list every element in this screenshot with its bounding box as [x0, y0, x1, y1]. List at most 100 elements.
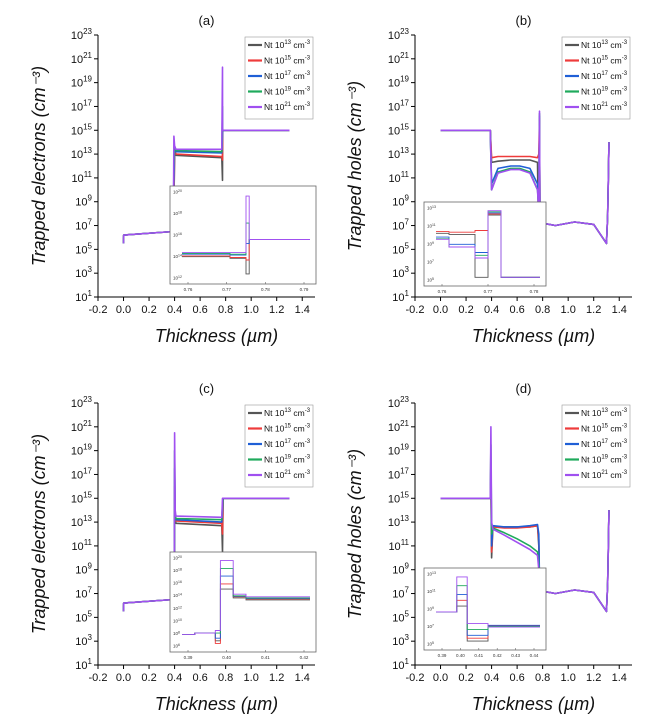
tick-base: 10: [75, 565, 87, 577]
y-tick-label: 1023: [71, 27, 93, 42]
inset-x-tick-label: 0.76: [438, 289, 447, 294]
legend-text-part: -3: [305, 102, 311, 108]
tick-exponent: 6: [178, 643, 180, 647]
y-tick-label: 1011: [388, 170, 409, 185]
y-tick-label: 1013: [71, 514, 93, 529]
panel-a: (a)-0.2 0.0 0.2 0.4 0.6 0.8 1.0 1.2 1.4101103105…: [29, 13, 317, 346]
tick-exponent: 21: [400, 51, 409, 60]
tick-exponent: 19: [83, 75, 92, 84]
x-tick-label: 1.0: [561, 672, 576, 684]
inset-x-tick-label: 0.39: [438, 653, 447, 658]
inset: 0.39 0.40 0.41 0.42 0.43 0.441051071091011101…: [423, 567, 547, 658]
tick-base: 10: [427, 242, 433, 247]
tick-base: 10: [388, 398, 400, 410]
legend-frame: [244, 36, 314, 120]
tick-base: 10: [427, 206, 433, 211]
y-tick-label: 1017: [71, 98, 93, 113]
legend-text-part: Nt 10: [581, 71, 602, 81]
y-tick-label: 1011: [388, 538, 409, 553]
tick-exponent: 12: [178, 605, 182, 609]
x-tick-label: 0.6: [192, 304, 207, 316]
x-axis-label: Thickness (µm): [472, 694, 595, 714]
legend-text-part: cm: [291, 439, 305, 449]
tick-exponent: 15: [83, 490, 92, 499]
tick-exponent: 9: [88, 562, 93, 571]
legend-text-part: Nt 10: [264, 408, 285, 418]
inset-x-tick-label: 0.76: [184, 287, 193, 292]
panel-b: (b)-0.2 0.0 0.2 0.4 0.6 0.8 1.0 1.2 1.4101103105…: [345, 13, 632, 346]
tick-exponent: 13: [432, 571, 436, 575]
panel-title: (d): [516, 381, 532, 396]
panel-d: (d)-0.2 0.0 0.2 0.4 0.6 0.8 1.0 1.2 1.4101103105…: [345, 381, 632, 714]
inset-y-tick-label: 1020: [173, 555, 182, 561]
tick-base: 10: [427, 624, 433, 629]
legend-entry-4: Nt 1019 cm-3: [581, 87, 628, 97]
tick-exponent: 5: [405, 241, 410, 250]
y-tick-label: 1017: [388, 98, 410, 113]
inset-y-tick-label: 109: [427, 606, 434, 612]
legend-text-part: -3: [622, 470, 628, 476]
tick-base: 10: [71, 78, 83, 90]
y-tick-label: 107: [392, 586, 409, 601]
legend-entry-3: Nt 1017 cm-3: [264, 439, 311, 449]
legend-text-part: Nt 10: [264, 40, 285, 50]
tick-exponent: 5: [88, 241, 93, 250]
legend-entry-2: Nt 1015 cm-3: [581, 56, 628, 66]
legend-entry-1: Nt 1013 cm-3: [264, 40, 311, 50]
inset-y-tick-label: 1011: [427, 589, 436, 595]
y-axis-label: Trapped holes (cm⁻³): [345, 81, 365, 251]
legend-entry-2: Nt 1015 cm-3: [264, 56, 311, 66]
tick-base: 10: [71, 541, 83, 553]
tick-base: 10: [173, 644, 179, 649]
legend-text-part: 15: [601, 424, 608, 430]
legend-text-part: cm: [608, 470, 622, 480]
y-tick-label: 105: [75, 609, 92, 624]
tick-exponent: 17: [83, 466, 92, 475]
y-tick-label: 101: [75, 657, 92, 672]
tick-exponent: 20: [178, 189, 182, 193]
tick-base: 10: [392, 292, 404, 304]
tick-exponent: 11: [401, 538, 410, 547]
legend-entry-3: Nt 1017 cm-3: [581, 71, 628, 81]
legend-text-part: cm: [291, 87, 305, 97]
tick-exponent: 23: [83, 27, 92, 36]
tick-exponent: 7: [432, 624, 434, 628]
legend: Nt 1013 cm-3Nt 1015 cm-3Nt 1017 cm-3Nt 1…: [244, 36, 314, 120]
tick-base: 10: [392, 589, 404, 601]
legend-text-part: 13: [284, 40, 291, 46]
tick-base: 10: [71, 149, 83, 161]
tick-exponent: 20: [178, 555, 182, 559]
tick-exponent: 19: [83, 443, 92, 452]
tick-exponent: 5: [432, 277, 434, 281]
tick-exponent: 8: [178, 630, 180, 634]
tick-exponent: 21: [400, 419, 409, 428]
legend-text-part: -3: [305, 71, 311, 77]
legend-text-part: cm: [608, 56, 622, 66]
x-tick-label: 1.0: [244, 304, 259, 316]
legend-text-part: -3: [622, 87, 628, 93]
tick-exponent: 23: [400, 27, 409, 36]
tick-base: 10: [392, 612, 404, 624]
y-tick-label: 1015: [388, 490, 410, 505]
x-tick-label: 0.4: [167, 304, 182, 316]
tick-base: 10: [71, 30, 83, 42]
x-tick-label: 0.0: [116, 304, 131, 316]
legend: Nt 1013 cm-3Nt 1015 cm-3Nt 1017 cm-3Nt 1…: [561, 36, 631, 120]
y-tick-label: 105: [75, 241, 92, 256]
tick-exponent: 9: [432, 606, 434, 610]
inset-y-tick-label: 107: [427, 624, 434, 630]
tick-base: 10: [71, 493, 83, 505]
x-tick-label: 0.8: [535, 304, 550, 316]
legend-text-part: cm: [608, 408, 622, 418]
series-line-5: [122, 66, 290, 244]
x-tick-label: 0.0: [433, 304, 448, 316]
y-tick-label: 1015: [71, 490, 93, 505]
y-tick-label: 1019: [388, 75, 410, 90]
legend-text-part: cm: [608, 40, 622, 50]
tick-exponent: 16: [178, 232, 182, 236]
x-axis-label: Thickness (µm): [472, 326, 595, 346]
legend-text-part: -3: [305, 56, 311, 62]
tick-base: 10: [71, 446, 83, 458]
